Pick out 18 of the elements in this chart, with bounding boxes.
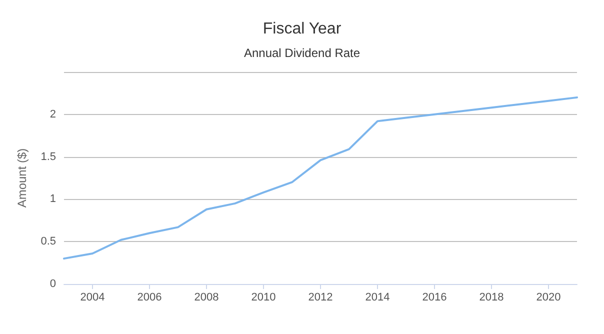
y-tick-label: 1 xyxy=(50,193,56,206)
y-tick-label: 2 xyxy=(50,108,56,120)
line-series xyxy=(63,96,578,260)
x-tick-label: 2004 xyxy=(80,292,105,304)
y-axis-title: Amount ($) xyxy=(15,148,29,208)
chart-title: Fiscal Year xyxy=(262,20,342,38)
x-tick-label: 2010 xyxy=(251,292,276,304)
y-tick-label: 0.5 xyxy=(40,236,56,248)
chart-subtitle: Annual Dividend Rate xyxy=(244,46,360,60)
y-tick-label: 0 xyxy=(50,278,56,290)
y-tick-label: 1.5 xyxy=(40,150,56,163)
x-tick-label: 2016 xyxy=(422,292,447,304)
x-tick-label: 2008 xyxy=(194,292,219,304)
x-tick-label: 2014 xyxy=(365,292,390,304)
x-tick-label: 2018 xyxy=(479,292,504,304)
x-tick-label: 2020 xyxy=(536,292,561,304)
x-tick-label: 2006 xyxy=(137,292,162,304)
x-tick-label: 2012 xyxy=(308,292,333,304)
